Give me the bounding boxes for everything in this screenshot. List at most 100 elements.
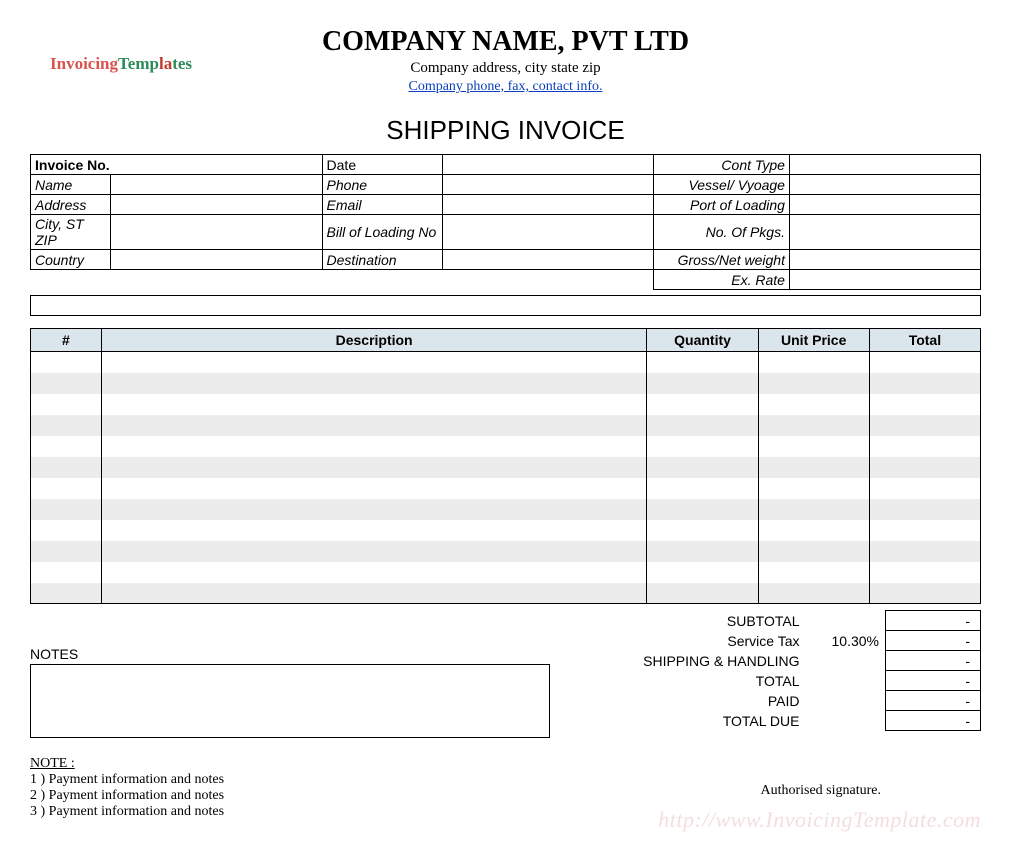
signature-label: Authorised signature. (760, 783, 881, 799)
table-cell (869, 583, 980, 604)
table-cell (869, 499, 980, 520)
table-cell (758, 520, 869, 541)
totals-row: TOTAL DUE - (626, 711, 981, 731)
totals-label: SUBTOTAL (626, 611, 806, 631)
label-cont-type: Cont Type (654, 155, 790, 175)
table-cell (869, 373, 980, 394)
label-phone: Phone (322, 175, 443, 195)
table-cell (758, 373, 869, 394)
table-cell (869, 436, 980, 457)
info-table: Invoice No. Date Cont Type Name Phone Ve… (30, 154, 981, 316)
table-cell (647, 394, 758, 415)
logo-text-2: Temp (118, 54, 159, 73)
table-cell (647, 583, 758, 604)
logo-text-1: Invoicing (50, 54, 118, 73)
table-cell (647, 352, 758, 373)
table-cell (101, 562, 647, 583)
table-row (31, 394, 981, 415)
table-row (31, 457, 981, 478)
totals-row: SHIPPING & HANDLING- (626, 651, 981, 671)
table-cell (647, 478, 758, 499)
table-cell (647, 373, 758, 394)
table-row (31, 499, 981, 520)
label-country: Country (31, 250, 111, 270)
table-cell (31, 583, 102, 604)
table-cell (31, 352, 102, 373)
table-cell (647, 457, 758, 478)
table-cell (647, 436, 758, 457)
col-description: Description (101, 329, 647, 352)
footnotes-header: NOTE : (30, 756, 981, 772)
table-cell (31, 499, 102, 520)
table-cell (31, 415, 102, 436)
table-cell (31, 394, 102, 415)
table-row (31, 352, 981, 373)
label-no-of-pkgs: No. Of Pkgs. (654, 215, 790, 250)
value-destination (443, 250, 654, 270)
table-cell (647, 562, 758, 583)
totals-value: - (886, 611, 981, 631)
totals-rate (806, 671, 886, 691)
label-address: Address (31, 195, 111, 215)
totals-rate (806, 651, 886, 671)
col-total: Total (869, 329, 980, 352)
logo: InvoicingTemplates (50, 54, 192, 74)
table-cell (869, 562, 980, 583)
table-cell (869, 415, 980, 436)
table-cell (758, 436, 869, 457)
value-country (111, 250, 322, 270)
col-hash: # (31, 329, 102, 352)
table-cell (31, 373, 102, 394)
table-cell (31, 457, 102, 478)
value-date (443, 155, 654, 175)
table-cell (101, 583, 647, 604)
value-cont-type (789, 155, 980, 175)
totals-value: - (886, 651, 981, 671)
totals-label: TOTAL DUE (626, 711, 806, 731)
table-row (31, 520, 981, 541)
table-row (31, 562, 981, 583)
table-cell (101, 541, 647, 562)
table-cell (758, 562, 869, 583)
company-contact-link[interactable]: Company phone, fax, contact info. (408, 79, 602, 94)
blank-cell (31, 270, 654, 290)
notes-box[interactable] (30, 664, 550, 738)
label-destination: Destination (322, 250, 443, 270)
table-cell (869, 478, 980, 499)
notes-label: NOTES (30, 646, 626, 662)
table-cell (758, 478, 869, 499)
totals-value: - (886, 711, 981, 731)
table-cell (869, 541, 980, 562)
table-cell (647, 415, 758, 436)
col-quantity: Quantity (647, 329, 758, 352)
totals-rate (806, 711, 886, 731)
table-row (31, 541, 981, 562)
totals-value: - (886, 631, 981, 651)
label-invoice-no: Invoice No. (31, 155, 323, 175)
value-ex-rate (789, 270, 980, 290)
table-row (31, 373, 981, 394)
table-cell (101, 478, 647, 499)
table-cell (647, 541, 758, 562)
table-row (31, 583, 981, 604)
table-row (31, 415, 981, 436)
totals-table: SUBTOTAL-Service Tax10.30%-SHIPPING & HA… (626, 610, 982, 731)
totals-rate: 10.30% (806, 631, 886, 651)
totals-rate (806, 611, 886, 631)
label-vessel-voyage: Vessel/ Vyoage (654, 175, 790, 195)
label-email: Email (322, 195, 443, 215)
table-cell (101, 415, 647, 436)
totals-label: PAID (626, 691, 806, 711)
totals-row: PAID- (626, 691, 981, 711)
totals-label: TOTAL (626, 671, 806, 691)
table-cell (101, 394, 647, 415)
totals-row: Service Tax10.30%- (626, 631, 981, 651)
totals-value: - (886, 671, 981, 691)
value-port-of-loading (789, 195, 980, 215)
table-cell (101, 520, 647, 541)
table-cell (758, 583, 869, 604)
table-cell (758, 394, 869, 415)
logo-text-3: la (159, 54, 172, 73)
totals-rate (806, 691, 886, 711)
table-cell (101, 373, 647, 394)
